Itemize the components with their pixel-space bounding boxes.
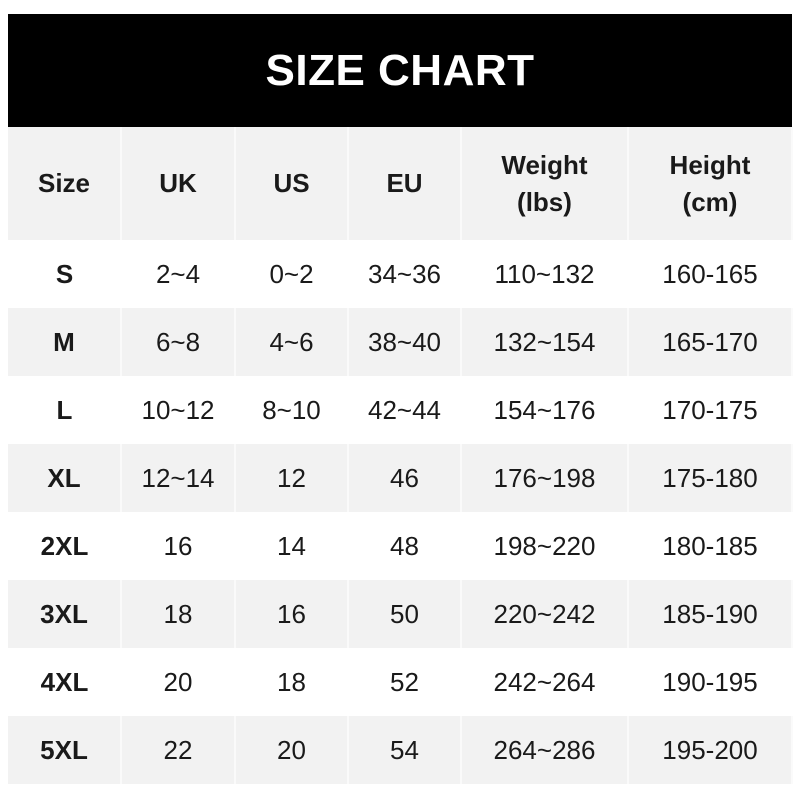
cell-weight: 154~176 [493,394,596,425]
table-row: M 6~8 4~6 38~40 132~154 165-170 [8,308,793,376]
cell-us: 14 [277,530,306,561]
cell-height: 165-170 [628,308,793,376]
cell-eu: 38~40 [348,308,462,376]
cell-height: 195-200 [628,716,793,784]
column-header-us: US [235,127,349,240]
cell-height: 180-185 [662,530,758,561]
column-header-eu: EU [348,127,462,240]
table-row: 3XL 18 16 50 220~242 185-190 [8,580,793,648]
cell-us: 18 [277,666,306,697]
cell-height: 160-165 [662,258,758,289]
cell-us: 0~2 [269,258,314,289]
table-row: L 10~12 8~10 42~44 154~176 170-175 [8,376,792,444]
cell-weight: 220~242 [461,580,629,648]
size-chart-table: Size UK US EU Weight (lbs) Height (cm) S 2~4 0~… [8,127,793,784]
cell-uk: 20 [163,666,193,697]
column-header-uk: UK [121,127,236,240]
cell-uk: 16 [163,530,193,561]
cell-eu: 54 [348,716,462,784]
cell-uk: 22 [121,716,236,784]
cell-size: L [56,394,73,425]
table-row: S 2~4 0~2 34~36 110~132 160-165 [8,240,792,308]
cell-uk: 12~14 [121,444,236,512]
cell-us: 4~6 [235,308,349,376]
cell-size: 5XL [8,716,122,784]
table-row: 4XL 20 18 52 242~264 190-195 [8,648,792,716]
cell-weight: 242~264 [493,666,596,697]
cell-weight: 264~286 [461,716,629,784]
cell-us: 12 [235,444,349,512]
column-header-height: Height (cm) [628,127,793,240]
cell-size: S [55,258,74,289]
cell-weight: 198~220 [493,530,596,561]
cell-uk: 18 [121,580,236,648]
cell-uk: 2~4 [155,258,201,289]
column-header-size: Size [8,127,122,240]
cell-height: 190-195 [662,666,758,697]
cell-height: 185-190 [628,580,793,648]
table-row: XL 12~14 12 46 176~198 175-180 [8,444,793,512]
cell-uk: 10~12 [141,394,215,425]
cell-eu: 50 [348,580,462,648]
cell-uk: 6~8 [121,308,236,376]
cell-eu: 42~44 [367,394,442,425]
table-row: 5XL 22 20 54 264~286 195-200 [8,716,793,784]
cell-weight: 132~154 [461,308,629,376]
cell-size: M [8,308,122,376]
cell-us: 16 [235,580,349,648]
cell-height: 175-180 [628,444,793,512]
cell-eu: 52 [390,666,419,697]
cell-size: 2XL [40,530,89,561]
cell-weight: 176~198 [461,444,629,512]
cell-us: 20 [235,716,349,784]
cell-size: XL [8,444,122,512]
cell-weight: 110~132 [494,258,595,289]
cell-eu: 34~36 [367,258,442,289]
cell-eu: 48 [390,530,419,561]
size-chart-title: SIZE CHART [8,14,792,127]
cell-us: 8~10 [262,394,321,425]
header-row: Size UK US EU Weight (lbs) Height (cm) [8,127,793,240]
column-header-weight: Weight (lbs) [461,127,629,240]
table-row: 2XL 16 14 48 198~220 180-185 [8,512,792,580]
cell-height: 170-175 [662,394,758,425]
cell-size: 4XL [40,666,89,697]
cell-eu: 46 [348,444,462,512]
cell-size: 3XL [8,580,122,648]
